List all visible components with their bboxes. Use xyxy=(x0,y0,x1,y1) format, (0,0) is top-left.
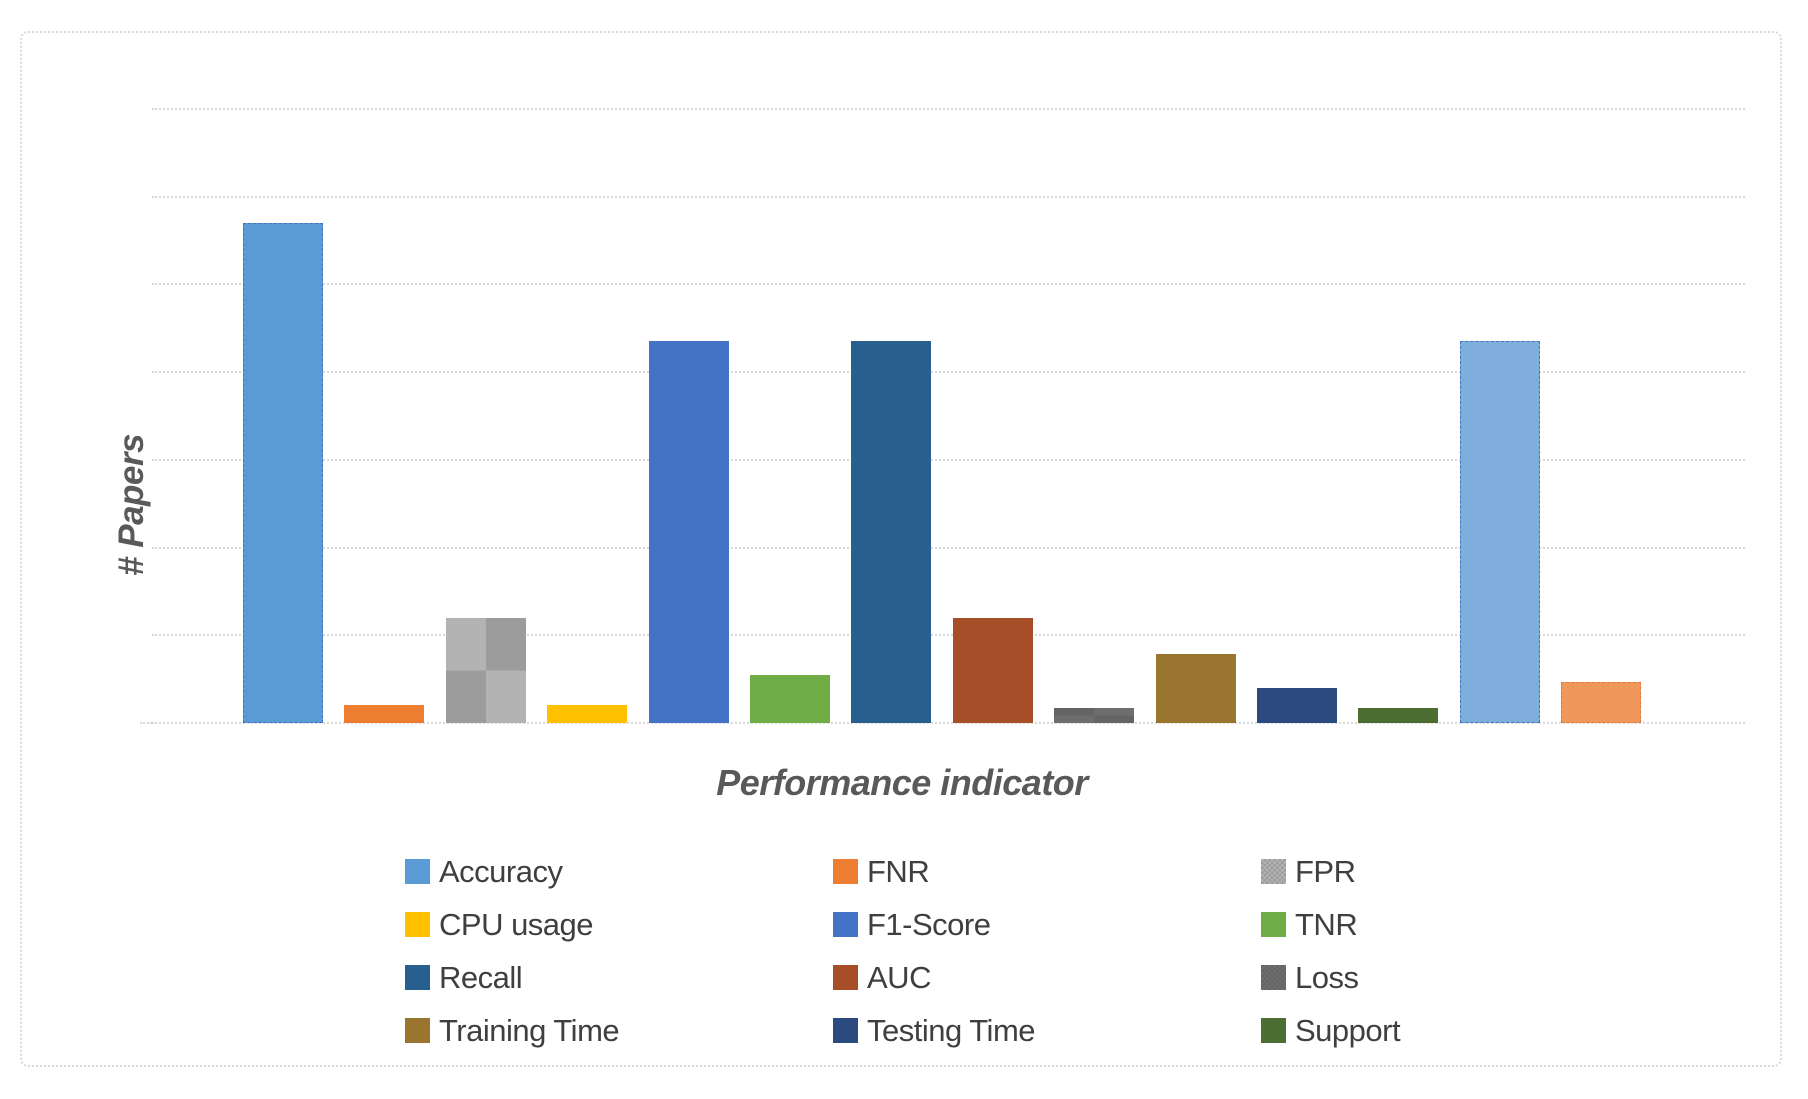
legend-swatch-icon xyxy=(405,1018,430,1043)
legend-label: Accuracy xyxy=(439,853,563,889)
legend-label: Recall xyxy=(439,959,523,995)
bar-training-time xyxy=(1156,654,1236,723)
y-axis-title: # Papers xyxy=(112,434,151,576)
legend-item-training-time: Training Time xyxy=(405,1013,833,1049)
legend-swatch-icon xyxy=(1261,965,1286,990)
legend-label: FNR xyxy=(867,853,930,889)
legend-item-loss: Loss xyxy=(1261,960,1695,996)
bar-auc xyxy=(953,618,1033,723)
legend-item-testing-time: Testing Time xyxy=(833,1013,1261,1049)
x-axis-line-tick xyxy=(140,722,152,724)
bar-testing-time xyxy=(1257,688,1337,723)
legend-swatch-icon xyxy=(833,965,858,990)
legend-item-cpu-usage: CPU usage xyxy=(405,907,833,943)
bar-f1-score xyxy=(649,341,729,723)
legend-item-auc: AUC xyxy=(833,960,1261,996)
bar-cpu-usage xyxy=(547,705,627,723)
bar-support xyxy=(1358,708,1438,723)
bar-accuracy xyxy=(243,223,323,723)
legend-swatch-icon xyxy=(405,859,430,884)
legend-label: TNR xyxy=(1295,906,1358,942)
gridline xyxy=(152,547,1745,549)
legend-swatch-icon xyxy=(833,912,858,937)
legend-label: Training Time xyxy=(439,1012,620,1048)
legend-label: CPU usage xyxy=(439,906,594,942)
legend-label: Loss xyxy=(1295,959,1359,995)
chart-border xyxy=(20,31,1782,1067)
bar-fpr xyxy=(446,618,526,723)
bar-loss xyxy=(1054,708,1134,723)
bar-tnr xyxy=(750,675,830,723)
legend-label: FPR xyxy=(1295,853,1356,889)
gridline xyxy=(152,371,1745,373)
legend-swatch-icon xyxy=(405,965,430,990)
legend-item-recall: Recall xyxy=(405,960,833,996)
gridline xyxy=(152,196,1745,198)
gridline xyxy=(152,634,1745,636)
x-axis-title: Performance indicator xyxy=(716,762,1088,803)
legend-label: F1-Score xyxy=(867,906,991,942)
legend-label: Testing Time xyxy=(867,1012,1036,1048)
legend-item-fnr: FNR xyxy=(833,854,1261,890)
bar-fnr xyxy=(344,705,424,723)
legend-item-accuracy: Accuracy xyxy=(405,854,833,890)
legend-item-fpr: FPR xyxy=(1261,854,1695,890)
legend-item-tnr: TNR xyxy=(1261,907,1695,943)
bar-unlabeled-14 xyxy=(1561,682,1641,723)
legend-swatch-icon xyxy=(1261,859,1286,884)
legend-swatch-icon xyxy=(1261,912,1286,937)
legend: Accuracy FNR FPR CPU usage F1-Score TNR Recall… xyxy=(405,845,1695,1057)
legend-swatch-icon xyxy=(405,912,430,937)
gridline xyxy=(152,108,1745,110)
legend-swatch-icon xyxy=(1261,1018,1286,1043)
legend-item-f1-score: F1-Score xyxy=(833,907,1261,943)
gridline xyxy=(152,459,1745,461)
legend-swatch-icon xyxy=(833,1018,858,1043)
bar-unlabeled-13 xyxy=(1460,341,1540,723)
gridline xyxy=(152,283,1745,285)
legend-label: AUC xyxy=(867,959,931,995)
legend-swatch-icon xyxy=(833,859,858,884)
x-axis-line xyxy=(152,722,1745,724)
bar-recall xyxy=(851,341,931,723)
legend-label: Support xyxy=(1295,1012,1401,1048)
legend-item-support: Support xyxy=(1261,1013,1695,1049)
